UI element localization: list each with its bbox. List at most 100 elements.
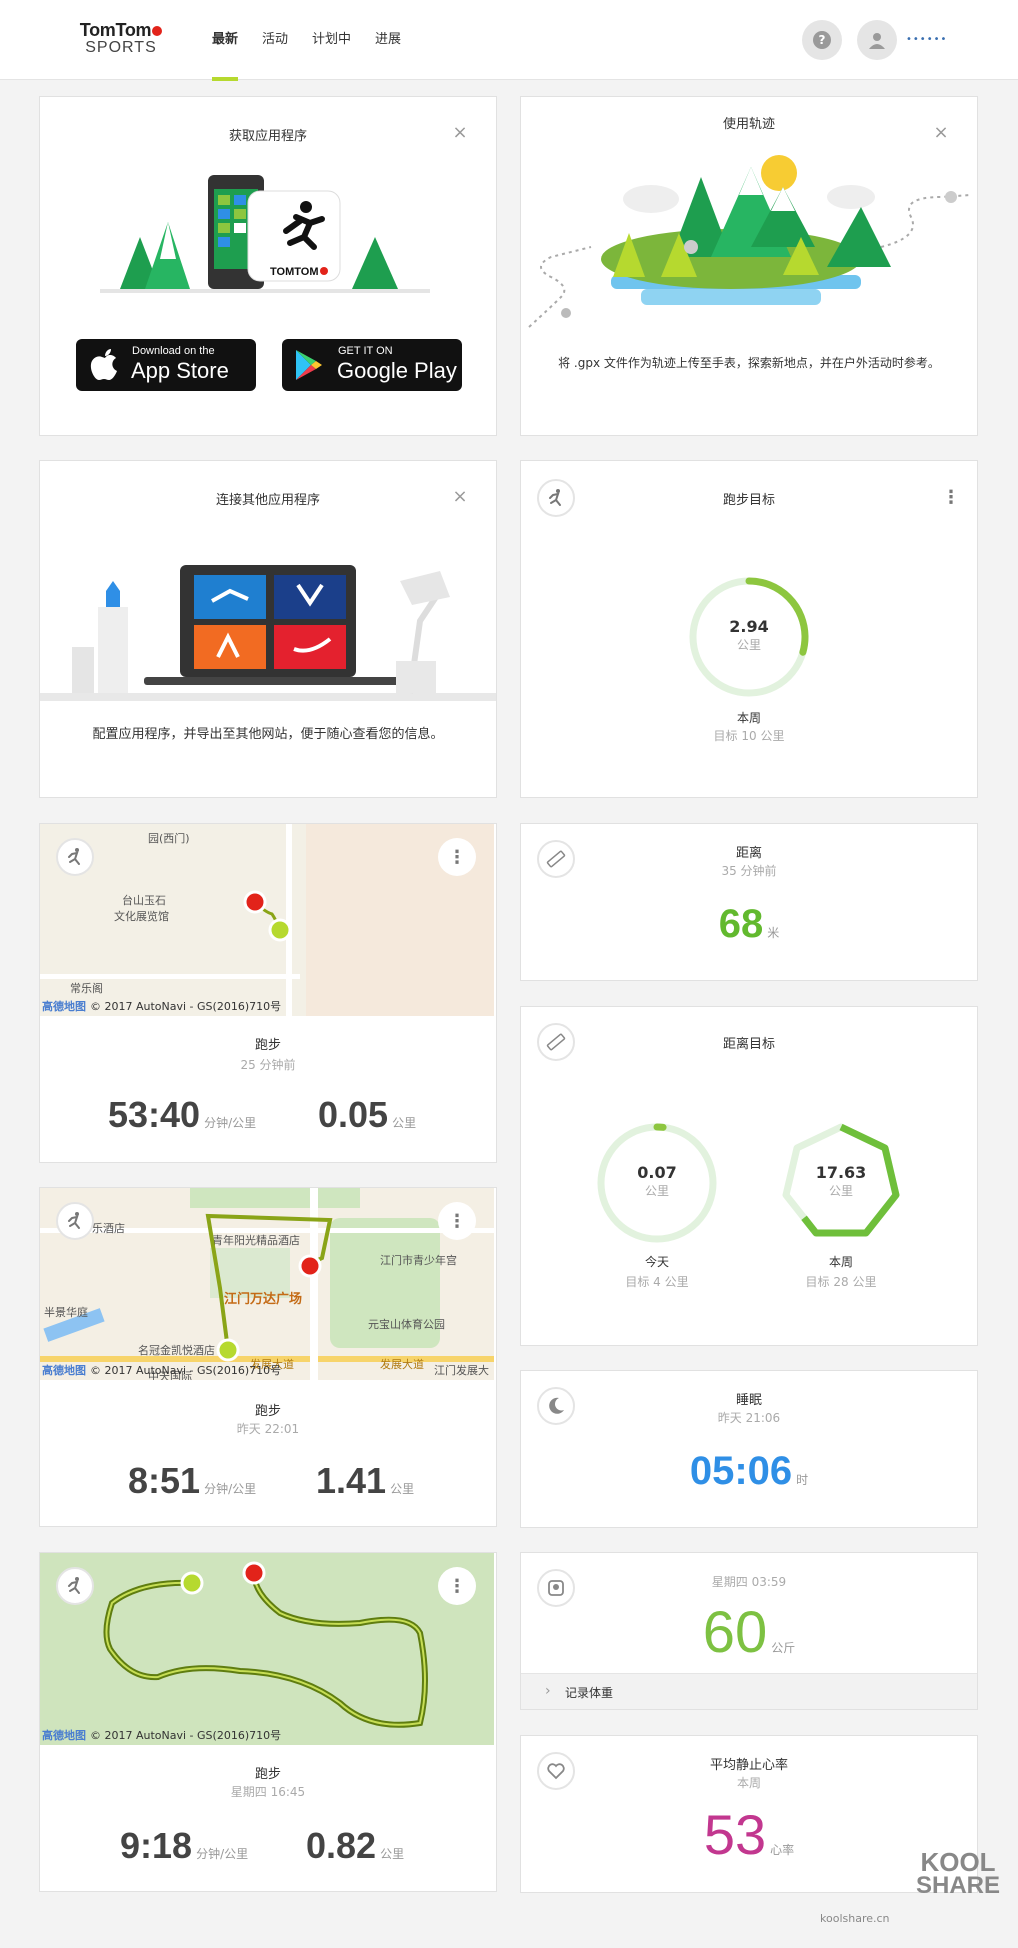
running-icon [56, 1202, 94, 1240]
weight-time: 星期四 03:59 [711, 1575, 787, 1589]
distance-unit: 米 [767, 926, 780, 940]
map-label: 青年阳光精品酒店 [212, 1234, 300, 1247]
distance-stat: 0.05 公里 [318, 1094, 416, 1136]
nav-planning[interactable]: 计划中 [312, 32, 352, 47]
help-button[interactable]: ? [802, 20, 842, 60]
nav-activities[interactable]: 活动 [262, 32, 289, 47]
activity-type: 跑步 [254, 1767, 281, 1782]
activity-card-run-2[interactable]: 乐酒店 青年阳光精品酒店 江门市青少年宫 江门万达广场 半景华庭 元宝山体育公园… [39, 1187, 497, 1527]
weight-unit: 公斤 [771, 1641, 796, 1655]
today-label: 今天 [644, 1255, 669, 1269]
heart-period: 本周 [736, 1776, 761, 1790]
activity-card-run-3[interactable]: ⋮ 高德地图 © 2017 AutoNavi - GS(2016)710号 跑步 … [39, 1552, 497, 1892]
route-line [243, 890, 292, 942]
top-bar: TomTom SPORTS 最新 活动 计划中 进展 ? •••••• [0, 0, 1018, 81]
google-play-button[interactable]: GET IT ON Google Play [282, 339, 462, 391]
close-icon[interactable]: × [933, 122, 949, 143]
pace-value: 53:40 [108, 1094, 201, 1135]
card-title: 使用轨迹 [722, 117, 775, 132]
map-label: 江门市青少年宫 [380, 1254, 457, 1267]
week-goal-ring [782, 1123, 900, 1237]
app-illustration: TOMTOM [100, 175, 430, 293]
map-copyright-text: © 2017 AutoNavi - GS(2016)710号 [90, 1729, 282, 1742]
ruler-icon [537, 840, 575, 878]
start-marker [298, 1254, 322, 1278]
username-label[interactable]: •••••• [906, 34, 948, 45]
today-value: 0.07 [637, 1163, 677, 1182]
google-play-icon [296, 350, 322, 380]
today-goal-ring [597, 1123, 717, 1243]
route-map[interactable]: 乐酒店 青年阳光精品酒店 江门市青少年宫 江门万达广场 半景华庭 元宝山体育公园… [40, 1188, 494, 1380]
map-copyright: 高德地图 © 2017 AutoNavi - GS(2016)710号 [42, 998, 281, 1014]
route-map[interactable]: 园(西门) 台山玉石 文化展览馆 常乐阁 ⋮ 高德地图 © 2017 AutoNa… [40, 824, 494, 1016]
google-play-label: Google Play [337, 358, 457, 383]
map-brand: 高德地图 [42, 1000, 86, 1013]
close-icon[interactable]: × [452, 486, 468, 507]
more-options-icon[interactable]: ⋮ [942, 486, 960, 508]
card-title: 连接其他应用程序 [215, 493, 320, 508]
running-icon [537, 479, 575, 517]
end-marker [216, 1338, 240, 1362]
run-goal-target: 目标 10 公里 [713, 729, 785, 743]
run-goal-period: 本周 [736, 711, 761, 725]
weight-card[interactable]: 星期四 03:59 60 公斤 › 记录体重 [520, 1552, 978, 1710]
map-label: 名冠金凯悦酒店 [138, 1344, 215, 1357]
nav-latest[interactable]: 最新 [200, 0, 250, 81]
nav-progress[interactable]: 进展 [375, 32, 402, 47]
map-label: 常乐阁 [70, 982, 103, 995]
pace-stat: 8:51 分钟/公里 [128, 1460, 256, 1502]
more-options-icon[interactable]: ⋮ [438, 838, 476, 876]
sleep-card[interactable]: 睡眠 昨天 21:06 05:06 时 [520, 1370, 978, 1528]
main-nav: 最新 活动 计划中 进展 [200, 0, 413, 81]
map-copyright: 高德地图 © 2017 AutoNavi - GS(2016)710号 [42, 1362, 281, 1378]
running-icon [56, 838, 94, 876]
apple-icon [90, 349, 117, 380]
logo-text: TomTom [79, 20, 152, 40]
weight-stat: 60 公斤 [521, 1599, 977, 1666]
watermark-bottom: SHARE [915, 1872, 1000, 1899]
distance-time: 35 分钟前 [721, 864, 777, 878]
run-goal-ring [689, 577, 809, 697]
more-options-icon[interactable]: ⋮ [438, 1567, 476, 1605]
card-title: 跑步目标 [722, 493, 775, 508]
close-icon[interactable]: × [452, 122, 468, 143]
map-label: 江门发展大道 [434, 1364, 489, 1377]
logo-dot-icon [152, 26, 163, 36]
more-options-icon[interactable]: ⋮ [438, 1202, 476, 1240]
record-weight-label: 记录体重 [565, 1686, 614, 1700]
map-copyright-text: © 2017 AutoNavi - GS(2016)710号 [90, 1000, 282, 1013]
route-map[interactable]: ⋮ 高德地图 © 2017 AutoNavi - GS(2016)710号 [40, 1553, 494, 1745]
watermark-top: KOOL [920, 1847, 996, 1877]
profile-button[interactable] [857, 20, 897, 60]
pace-unit: 分钟/公里 [204, 1116, 257, 1130]
resting-heart-rate-card[interactable]: 平均静止心率 本周 53 心率 [520, 1735, 978, 1893]
chevron-right-icon: › [545, 1683, 551, 1699]
scale-icon [537, 1569, 575, 1607]
end-marker [180, 1571, 204, 1595]
heart-stat: 53 心率 [521, 1802, 977, 1867]
activity-time: 星期四 16:45 [230, 1785, 306, 1799]
today-unit: 公里 [644, 1184, 669, 1198]
distance-stat: 0.82 公里 [306, 1825, 404, 1867]
activity-type: 跑步 [254, 1404, 281, 1419]
activity-card-run-1[interactable]: 园(西门) 台山玉石 文化展览馆 常乐阁 ⋮ 高德地图 © 2017 AutoNa… [39, 823, 497, 1163]
sleep-value: 05:06 [689, 1449, 793, 1493]
distance-goal-card[interactable]: 距离目标 0.07 公里 今天 目标 4 公里 17.63 公里 本周 目标 2… [520, 1006, 978, 1346]
tracks-card: 使用轨迹 × 将 .gpx 文件作为轨迹上传至手表，探索新地点，并在户外活动时参… [520, 96, 978, 436]
week-label: 本周 [828, 1255, 853, 1269]
run-goal-value: 2.94 [729, 617, 769, 636]
card-title: 距离目标 [722, 1037, 775, 1052]
record-weight-bar[interactable]: › 记录体重 [521, 1673, 977, 1709]
get-app-card: 获取应用程序 × TOMTOM Download on the App Stor… [39, 96, 497, 436]
tomtom-sports-logo[interactable]: TomTom SPORTS [66, 20, 176, 57]
start-marker [243, 890, 267, 914]
activity-time: 25 分钟前 [240, 1058, 296, 1072]
help-icon: ? [813, 31, 831, 49]
distance-card[interactable]: 距离 35 分钟前 68 米 [520, 823, 978, 981]
app-store-button[interactable]: Download on the App Store [76, 339, 256, 391]
tracks-description: 将 .gpx 文件作为轨迹上传至手表，探索新地点，并在户外活动时参考。 [558, 356, 940, 370]
map-label: 台山玉石 [122, 894, 166, 907]
distance-unit: 公里 [380, 1847, 405, 1861]
logo-subtext: SPORTS [85, 39, 157, 56]
sleep-unit: 时 [796, 1473, 809, 1487]
